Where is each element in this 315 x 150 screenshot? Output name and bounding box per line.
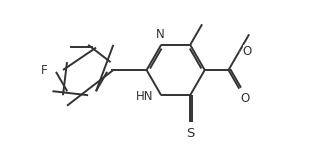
Text: O: O [241, 92, 250, 105]
Text: N: N [156, 28, 165, 41]
Text: O: O [243, 45, 252, 58]
Text: F: F [41, 64, 48, 76]
Text: HN: HN [135, 90, 153, 103]
Text: S: S [186, 127, 194, 140]
